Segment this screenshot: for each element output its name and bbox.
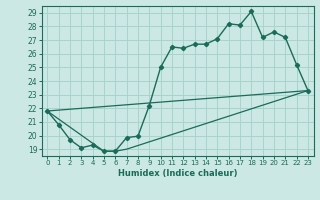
X-axis label: Humidex (Indice chaleur): Humidex (Indice chaleur) — [118, 169, 237, 178]
